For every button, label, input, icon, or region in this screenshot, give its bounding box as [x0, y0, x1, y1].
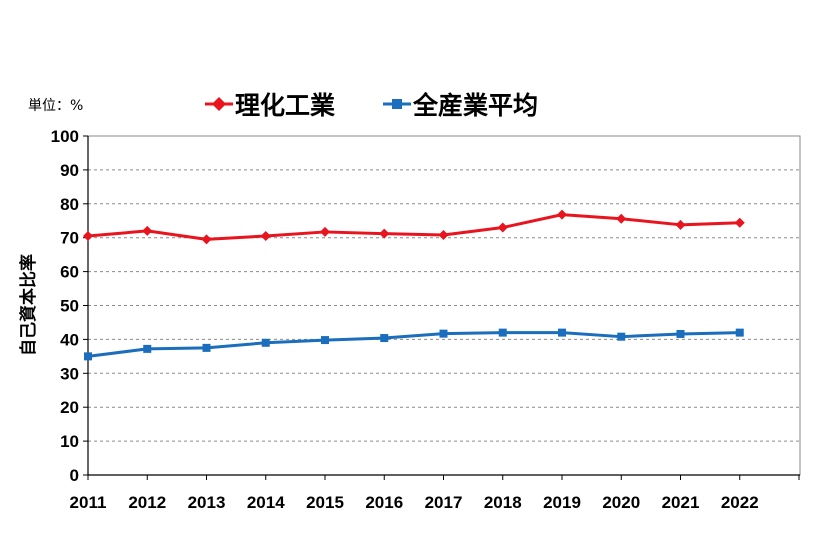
legend-item-series-1: 理化工業: [205, 91, 335, 120]
x-tick-label: 2014: [247, 493, 285, 512]
data-point: [734, 217, 745, 228]
data-point: [320, 226, 330, 237]
series-line-2: [87, 331, 740, 358]
data-point: [616, 213, 627, 224]
data-point: [380, 334, 389, 343]
y-tick-label: 50: [60, 297, 79, 316]
y-tick-label: 0: [70, 466, 79, 485]
y-tick-label: 70: [60, 229, 79, 248]
data-point: [676, 329, 685, 338]
legend: 理化工業 全産業平均: [205, 91, 538, 120]
data-point: [379, 228, 390, 239]
data-point: [439, 329, 448, 338]
data-point: [498, 328, 507, 337]
data-point: [84, 352, 92, 361]
data-point: [438, 229, 449, 240]
x-tick-label: 2019: [543, 493, 581, 512]
x-tick-label: 2021: [662, 493, 700, 512]
data-point: [83, 231, 93, 242]
legend-label-series-2: 全産業平均: [412, 91, 538, 120]
data-point: [558, 328, 566, 337]
data-point: [142, 225, 153, 236]
series-1: [83, 209, 745, 245]
axes: 0 10 20 30 40 50 60 70 80 90 100 2011 2012 2013 2014 20…: [51, 127, 800, 512]
x-tick-label: 2018: [484, 493, 522, 512]
data-point: [497, 222, 508, 233]
x-tick-label: 2015: [306, 493, 344, 512]
data-point: [143, 344, 152, 353]
y-tick-label: 20: [60, 398, 79, 417]
gridlines: [88, 169, 800, 442]
x-tick-label: 2020: [602, 493, 640, 512]
data-point: [201, 234, 212, 245]
legend-label-series-1: 理化工業: [235, 91, 335, 120]
data-point: [735, 328, 744, 337]
x-tick-label: 2011: [70, 493, 107, 512]
x-tick-label: 2012: [128, 493, 166, 512]
y-tick-label: 30: [60, 364, 79, 383]
data-point: [557, 209, 567, 220]
y-tick-label: 100: [51, 127, 79, 146]
data-point: [260, 231, 271, 242]
y-axis-title: 自己資本比率: [18, 254, 39, 356]
y-tick-label: 40: [60, 330, 79, 349]
x-tick-label: 2022: [721, 493, 759, 512]
y-tick-label: 10: [60, 432, 79, 451]
y-tick-label: 90: [60, 161, 79, 180]
data-point: [675, 219, 686, 230]
data-point: [202, 343, 211, 352]
x-tick-label: 2013: [188, 493, 226, 512]
series-group: [83, 209, 745, 361]
series-2: [84, 328, 744, 361]
y-tick-label: 80: [60, 195, 79, 214]
data-point: [321, 336, 329, 345]
y-tick-label: 60: [60, 263, 79, 282]
x-tick-label: 2017: [425, 493, 463, 512]
x-tick-label: 2016: [365, 493, 403, 512]
data-point: [617, 332, 626, 341]
legend-item-series-2: 全産業平均: [383, 91, 538, 120]
legend-marker-series-1: [212, 97, 226, 111]
data-point: [261, 338, 270, 347]
unit-label: 単位：%: [28, 98, 83, 114]
series-line-1: [87, 213, 740, 241]
legend-marker-series-2: [392, 99, 402, 109]
